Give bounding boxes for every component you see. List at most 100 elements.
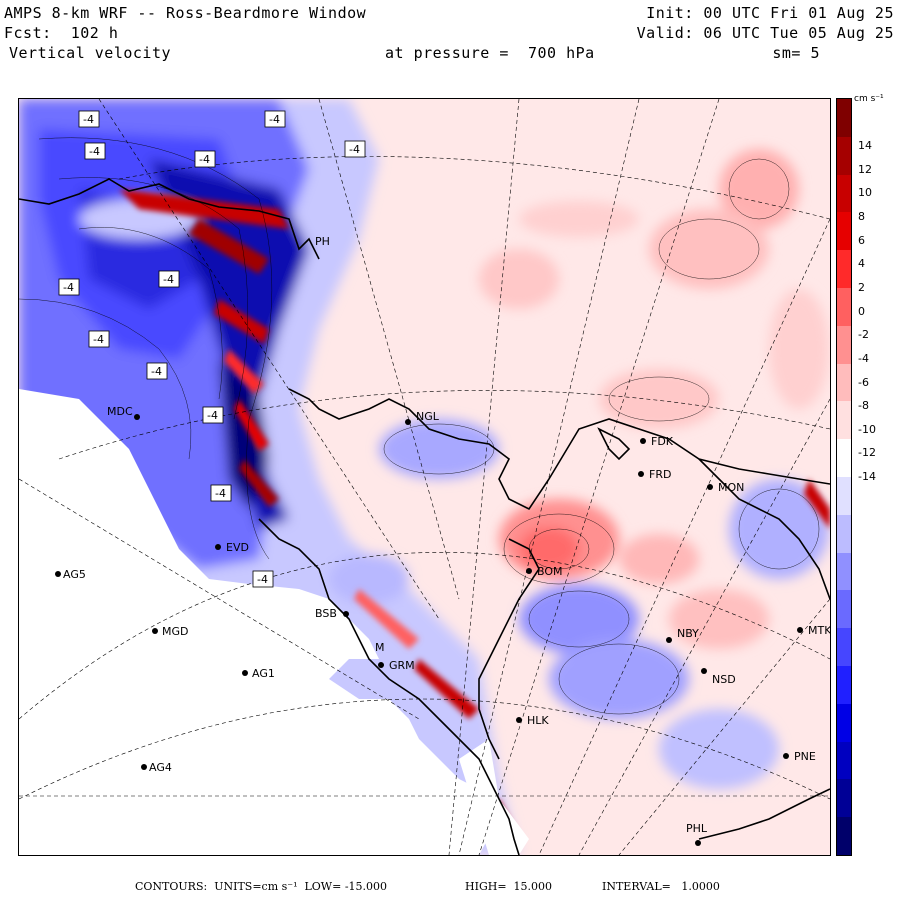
colorbar-segment <box>837 363 851 402</box>
svg-text:-4: -4 <box>93 333 104 346</box>
colorbar-tick-label: -14 <box>858 470 876 484</box>
colorbar-segment <box>837 590 851 629</box>
valid-time: Valid: 06 UTC Tue 05 Aug 25 <box>636 24 894 42</box>
smoothing-info: sm= 5 <box>772 44 820 62</box>
pressure-level: at pressure = 700 hPa <box>385 44 595 62</box>
svg-text:AG5: AG5 <box>63 568 86 581</box>
colorbar-tick-label: 0 <box>858 304 865 318</box>
station-grm: GRM <box>378 659 415 672</box>
station-evd: EVD <box>215 541 249 554</box>
forecast-hour: Fcst: 102 h <box>4 24 119 42</box>
colorbar-segment <box>837 250 851 289</box>
colorbar-segment <box>837 401 851 440</box>
colorbar-tick-label: -4 <box>858 351 869 365</box>
colorbar-segment <box>837 779 851 818</box>
colorbar-segment <box>837 136 851 176</box>
station-bom: BOM <box>526 565 563 578</box>
colorbar-segment <box>837 817 851 856</box>
station-hlk: HLK <box>516 714 549 727</box>
station-phl: PHL <box>686 822 708 846</box>
colorbar-tick-label: 4 <box>858 257 865 271</box>
colorbar-tick-label: 12 <box>858 162 872 176</box>
colorbar-segment <box>837 439 851 478</box>
colorbar-tick-label: 6 <box>858 233 865 247</box>
colorbar-tick-label: -10 <box>858 422 876 436</box>
footer-interval: INTERVAL= 1.0000 <box>602 880 720 893</box>
svg-text:PHL: PHL <box>686 822 708 835</box>
colorbar-segment <box>837 174 851 213</box>
svg-text:-4: -4 <box>349 143 360 156</box>
colorbar-tick-label: 14 <box>858 139 872 152</box>
station-mgd: MGD <box>152 625 189 638</box>
no-data-region <box>19 389 499 855</box>
svg-text:NGL: NGL <box>416 410 440 423</box>
svg-text:-4: -4 <box>207 409 218 422</box>
colorbar-tick-label: 8 <box>858 209 865 223</box>
svg-text:BSB: BSB <box>315 607 337 620</box>
svg-text:NSD: NSD <box>712 673 736 686</box>
svg-text:M: M <box>375 641 385 654</box>
field-name: Vertical velocity <box>9 44 172 62</box>
svg-text:PNE: PNE <box>794 750 816 763</box>
station-mdc: MDC <box>107 405 140 420</box>
colorbar-segment <box>837 514 851 554</box>
colorbar-segment <box>837 552 851 591</box>
colorbar-unit: cm s⁻¹ <box>854 94 884 104</box>
contour-labels: -4 -4 -4 -4 -4 -4 -4 -4 -4 -4 -4 -4 <box>58 110 366 588</box>
colorbar-segment <box>837 212 851 251</box>
svg-text:-4: -4 <box>163 273 174 286</box>
svg-text:NBY: NBY <box>677 627 699 640</box>
svg-text:FRD: FRD <box>649 468 671 481</box>
svg-text:EVD: EVD <box>226 541 249 554</box>
svg-text:MTK: MTK <box>808 624 830 637</box>
station-ag4: AG4 <box>141 761 172 774</box>
colorbar-segment <box>837 325 851 365</box>
svg-text:HLK: HLK <box>527 714 549 727</box>
station-fdk: FDK <box>640 435 674 448</box>
svg-text:-4: -4 <box>269 113 280 126</box>
svg-text:-4: -4 <box>63 281 74 294</box>
station-nsd: NSD <box>701 668 736 686</box>
colorbar-segment <box>837 99 851 138</box>
svg-text:-4: -4 <box>215 487 226 500</box>
svg-text:FDK: FDK <box>651 435 674 448</box>
svg-text:BOM: BOM <box>537 565 563 578</box>
svg-text:GRM: GRM <box>389 659 415 672</box>
vertical-velocity-map: -4 -4 -4 -4 -4 -4 -4 -4 -4 -4 -4 -4 NGL … <box>18 98 831 856</box>
station-ngl: NGL <box>405 410 440 425</box>
colorbar-tick-label: -8 <box>858 399 869 413</box>
svg-text:-4: -4 <box>151 365 162 378</box>
svg-text:-4: -4 <box>199 153 210 166</box>
colorbar-tick-label: -2 <box>858 328 869 342</box>
svg-text:MON: MON <box>718 481 744 494</box>
map-title: AMPS 8-km WRF -- Ross-Beardmore Window <box>4 4 367 22</box>
colorbar-segment <box>837 628 851 667</box>
station-pne: PNE <box>783 750 816 763</box>
station-bsb: BSB <box>315 607 349 620</box>
station-m: M <box>375 641 385 654</box>
station-ag5: AG5 <box>55 568 86 581</box>
svg-text:MDC: MDC <box>107 405 133 418</box>
mountain-wave-streaks <box>119 189 830 849</box>
svg-text:-4: -4 <box>257 573 268 586</box>
colorbar-segment <box>837 666 851 705</box>
svg-text:AG4: AG4 <box>149 761 172 774</box>
svg-text:AG1: AG1 <box>252 667 275 680</box>
station-nby: NBY <box>666 627 699 643</box>
svg-text:-4: -4 <box>89 145 100 158</box>
graticule <box>19 99 830 855</box>
station-mtk: MTK <box>797 624 830 637</box>
station-ph: PH <box>315 235 330 248</box>
svg-text:PH: PH <box>315 235 330 248</box>
init-time: Init: 00 UTC Fri 01 Aug 25 <box>646 4 894 22</box>
colorbar-tick-label: -6 <box>858 375 869 389</box>
svg-text:-4: -4 <box>83 113 94 126</box>
colorbar-segment <box>837 477 851 516</box>
colorbar-tick-label: 2 <box>858 280 865 294</box>
footer-high: HIGH= 15.000 <box>465 880 553 893</box>
colorbar-tick-label: -12 <box>858 446 876 460</box>
station-ag1: AG1 <box>242 667 275 680</box>
stations: NGL MDC FDK FRD MON BOM NBY MTK NSD PNE … <box>55 235 830 846</box>
contour-lines <box>19 137 820 715</box>
colorbar <box>836 98 852 856</box>
